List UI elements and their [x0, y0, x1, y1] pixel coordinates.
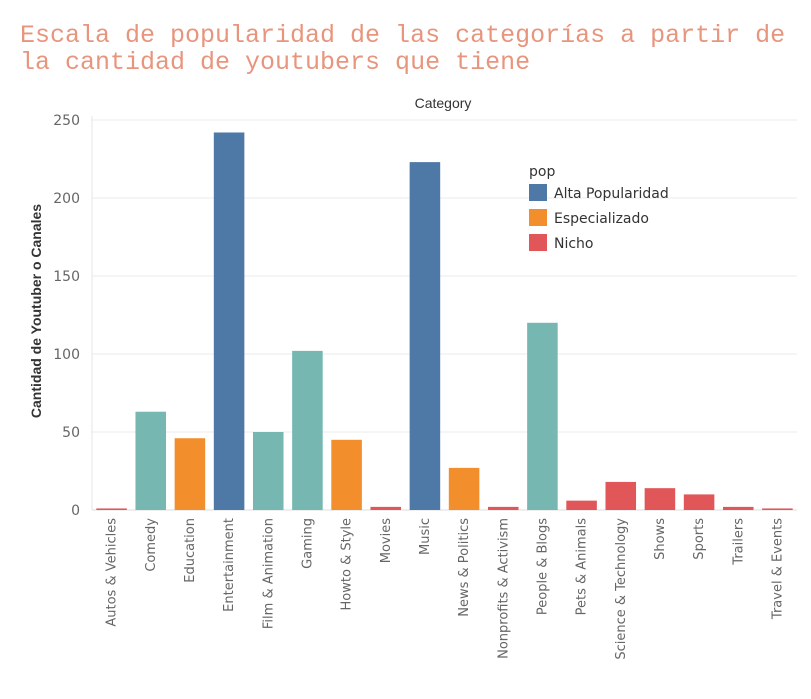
- bar-pets-animals: [566, 500, 597, 510]
- x-tick-label-pets-animals: Pets & Animals: [575, 518, 590, 616]
- bar-sports: [683, 494, 715, 510]
- legend-entries: Alta Popularidad Especializado Nicho: [529, 184, 669, 252]
- bar-comedy: [135, 411, 167, 510]
- x-tick-label-news-politics: News & Politics: [457, 518, 472, 617]
- x-tick-label-shows: Shows: [653, 518, 668, 560]
- bar-film-animation: [252, 432, 284, 510]
- bar-howto-style: [331, 439, 362, 510]
- legend-label-alta-popularidad: Alta Popularidad: [554, 186, 669, 202]
- x-tick-label-film-animation: Film & Animation: [261, 518, 276, 629]
- x-tick-label-movies: Movies: [379, 518, 394, 563]
- y-tick-label-0: 0: [71, 503, 80, 519]
- bar-nonprofits-activism: [487, 506, 519, 510]
- x-tick-label-education: Education: [183, 518, 198, 583]
- x-tick-label-music: Music: [418, 518, 433, 555]
- y-tick-label-100: 100: [53, 347, 80, 363]
- bar-people-blogs: [527, 322, 558, 510]
- x-tick-label-entertainment: Entertainment: [222, 518, 237, 612]
- y-tick-label-150: 150: [53, 269, 80, 285]
- bar-entertainment: [213, 132, 245, 511]
- legend-swatch-nicho: [529, 234, 547, 251]
- legend-label-nicho: Nicho: [554, 236, 594, 252]
- x-tick-label-people-blogs: People & Blogs: [535, 518, 550, 615]
- bar-shows: [644, 488, 676, 510]
- bar-gaming: [292, 350, 323, 510]
- x-tick-label-trailers: Trailers: [731, 518, 746, 566]
- bar-music: [409, 162, 441, 510]
- gridlines: [91, 116, 797, 511]
- y-axis-ticks: 0 50 100 150 200 250: [53, 113, 80, 519]
- bar-science-technology: [605, 481, 637, 510]
- x-tick-label-travel-events: Travel & Events: [770, 518, 785, 620]
- x-axis-ticks: Autos & Vehicles Comedy Education Entertain…: [105, 518, 786, 660]
- x-tick-label-comedy: Comedy: [144, 518, 159, 572]
- x-tick-label-howto-style: Howto & Style: [340, 518, 355, 610]
- bar-movies: [370, 506, 402, 510]
- legend: pop Alta Popularidad Especializado Nicho: [529, 164, 669, 252]
- y-tick-label-250: 250: [53, 113, 80, 129]
- x-axis-title: Category: [415, 95, 472, 111]
- x-tick-label-gaming: Gaming: [300, 518, 315, 569]
- y-axis-title: Cantidad de Youtuber o Canales: [28, 204, 44, 418]
- bar-news-politics: [448, 467, 480, 510]
- x-tick-label-science-technology: Science & Technology: [614, 518, 629, 660]
- y-tick-label-200: 200: [53, 191, 80, 207]
- legend-swatch-alta-popularidad: [529, 184, 547, 201]
- x-tick-label-autos-vehicles: Autos & Vehicles: [105, 518, 120, 627]
- bar-autos-vehicles: [96, 508, 127, 510]
- x-tick-label-nonprofits-activism: Nonprofits & Activism: [496, 518, 511, 659]
- bar-travel-events: [762, 508, 793, 510]
- x-tick-label-sports: Sports: [692, 518, 707, 560]
- chart-title: Escala de popularidad de las categorías …: [20, 21, 786, 77]
- bar-trailers: [722, 506, 754, 510]
- legend-title: pop: [529, 164, 555, 180]
- bars: [96, 132, 793, 511]
- y-tick-label-50: 50: [62, 425, 80, 441]
- legend-swatch-especializado: [529, 209, 547, 226]
- legend-label-especializado: Especializado: [554, 211, 649, 227]
- bar-education: [174, 438, 206, 510]
